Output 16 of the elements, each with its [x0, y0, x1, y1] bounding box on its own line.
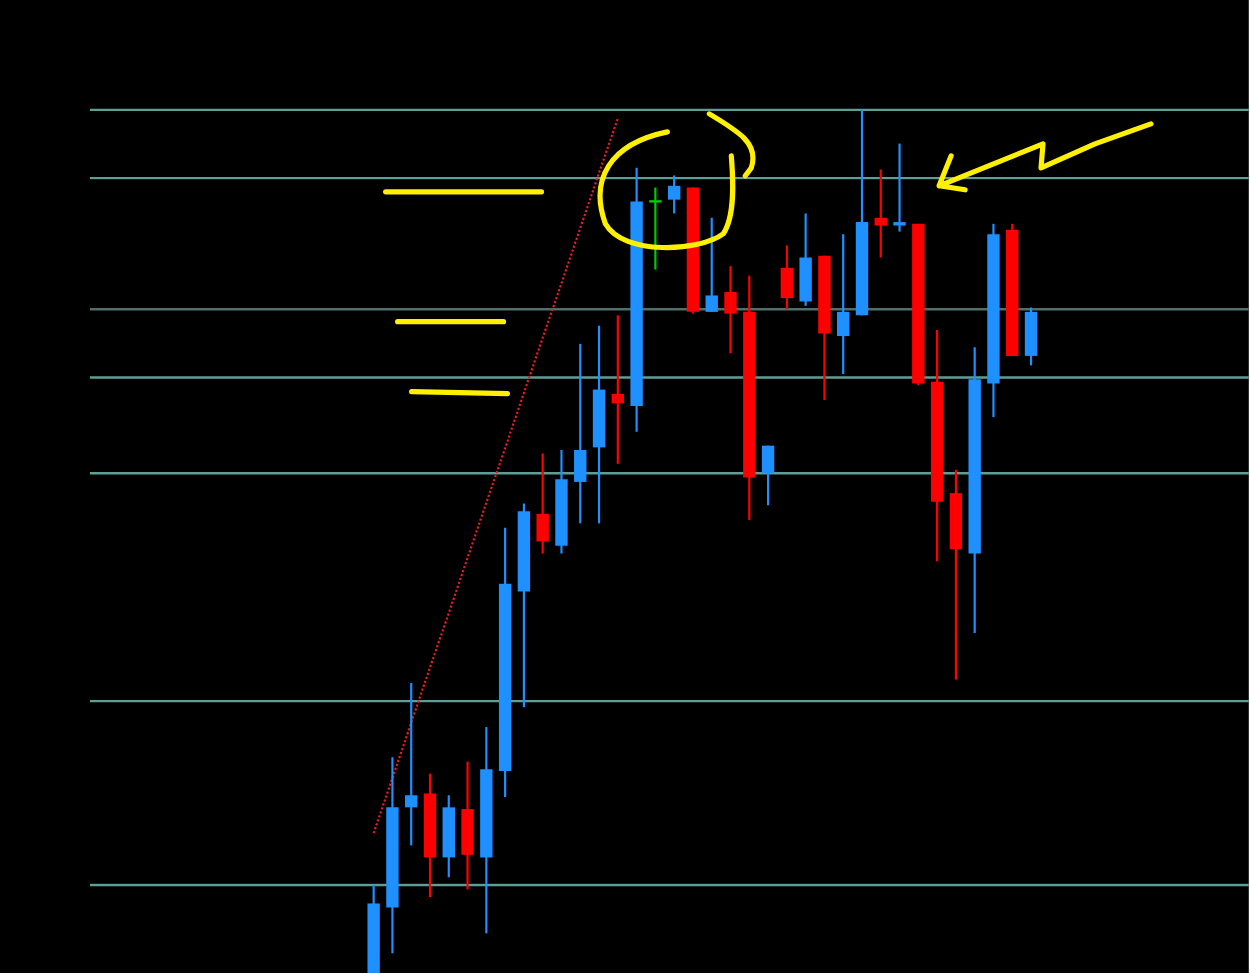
candlestick [893, 142, 906, 233]
candlestick [574, 342, 587, 525]
candlestick [837, 233, 850, 376]
candlestick [799, 212, 812, 307]
candlestick [405, 681, 418, 847]
candlestick [705, 216, 718, 313]
candlestick [667, 174, 681, 215]
candlestick [780, 244, 794, 311]
candlestick [536, 452, 549, 555]
candlestick [611, 314, 625, 465]
candlestick [647, 186, 663, 271]
candlestick [874, 168, 887, 259]
candlestick [1024, 306, 1038, 367]
candlestick [761, 444, 775, 507]
candlestick [461, 760, 474, 891]
candlestick [724, 264, 737, 355]
